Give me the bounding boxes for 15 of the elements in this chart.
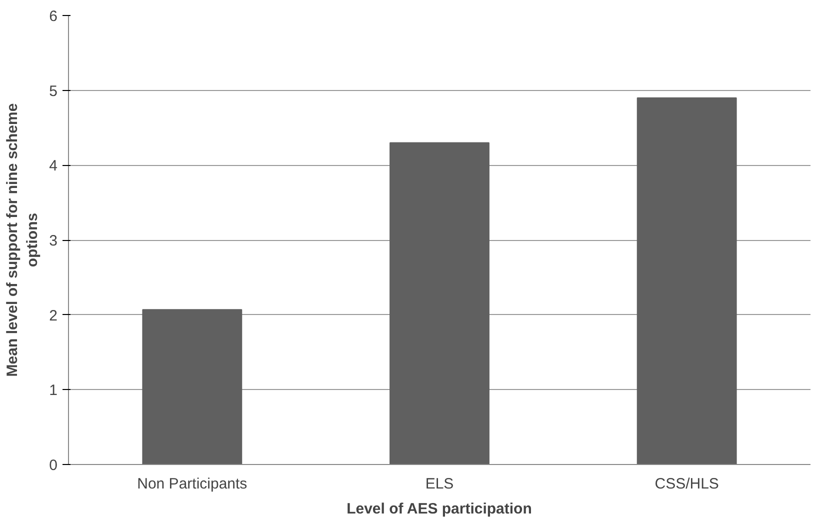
y-tick-label: 1 xyxy=(49,382,58,400)
y-tick-label: 2 xyxy=(49,307,58,324)
x-axis-title: Level of AES participation xyxy=(346,500,532,518)
bar xyxy=(636,97,737,464)
y-tick-label: 4 xyxy=(49,158,58,175)
x-tick-label: Non Participants xyxy=(137,476,248,492)
y-tick-label: 0 xyxy=(49,457,58,474)
y-axis-title: Mean level of support for nine scheme options xyxy=(4,103,42,377)
x-tick-label: ELS xyxy=(425,476,454,492)
y-tick-label: 6 xyxy=(49,8,58,25)
bar xyxy=(390,142,490,464)
y-tick-label: 5 xyxy=(49,82,58,100)
y-tick-label: 3 xyxy=(49,232,58,250)
x-tick-label: CSS/HLS xyxy=(654,476,719,492)
bar xyxy=(142,309,242,464)
